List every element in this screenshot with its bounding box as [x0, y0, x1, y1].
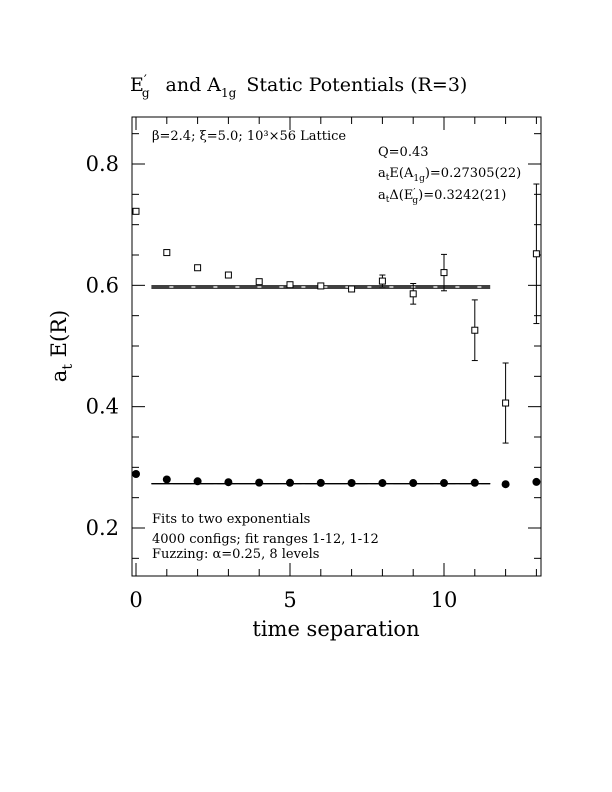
y-tick-label: 0.6 — [86, 273, 119, 297]
note-fuzzing: Fuzzing: α=0.25, 8 levels — [152, 547, 319, 562]
y-axis-label-base: a — [47, 370, 71, 383]
point-eg — [224, 271, 232, 279]
fit-gap-eg: atΔ(E′ g)=0.3242(21) — [378, 188, 506, 206]
lattice-info: β=2.4; ξ=5.0; 10³×56 Lattice — [152, 129, 346, 144]
y-axis-label-rest: E(R) — [47, 310, 71, 364]
y-tick-label: 0.2 — [86, 516, 119, 540]
fit-q-value: Q=0.43 — [378, 145, 429, 160]
title-rest: Static Potentials (R=3) — [246, 74, 467, 96]
title-and-text: and A — [166, 74, 222, 96]
x-tick-label: 5 — [283, 588, 296, 612]
point-a1g — [532, 477, 541, 486]
point-eg — [502, 399, 510, 407]
point-a1g — [378, 479, 387, 488]
point-eg — [317, 282, 325, 290]
point-eg — [440, 269, 448, 277]
x-tick-label: 10 — [431, 588, 458, 612]
y-tick-label: 0.4 — [86, 395, 119, 419]
point-eg — [378, 277, 386, 285]
note-fit-method: Fits to two exponentials — [152, 512, 310, 527]
point-a1g — [501, 480, 510, 489]
point-eg — [409, 290, 417, 298]
title-eg-sub: g — [142, 86, 150, 100]
y-axis-label: at E(R) — [47, 310, 76, 382]
point-a1g — [440, 479, 448, 488]
plot-frame — [131, 116, 542, 577]
axis-tick-labels: 0 5 10 0.2 0.4 0.6 0.8 — [86, 152, 458, 612]
point-eg — [532, 250, 540, 258]
title-eg-prime: ′ — [144, 73, 147, 88]
point-a1g — [316, 478, 325, 487]
y-axis-label-sub: t — [60, 364, 76, 370]
point-eg — [194, 264, 202, 272]
point-a1g — [132, 470, 140, 479]
axis-ticks — [132, 117, 541, 576]
y-tick-label: 0.8 — [86, 152, 119, 176]
point-a1g — [347, 478, 356, 487]
point-a1g — [255, 478, 264, 487]
point-a1g — [162, 475, 171, 484]
point-eg — [132, 207, 140, 215]
note-configs: 4000 configs; fit ranges 1-12, 1-12 — [152, 532, 379, 547]
x-tick-label: 0 — [129, 588, 142, 612]
point-eg — [255, 278, 263, 286]
point-eg — [348, 285, 356, 293]
title-eg-base: E — [130, 74, 144, 96]
point-eg — [471, 326, 479, 334]
point-a1g — [409, 479, 418, 488]
point-a1g — [224, 478, 233, 487]
point-a1g — [470, 478, 479, 487]
point-eg — [163, 249, 171, 257]
x-axis-label: time separation — [252, 617, 419, 641]
chart-title: E′ g and A1g Static Potentials (R=3) — [130, 73, 467, 100]
fit-energy-a1g: atE(A1g)=0.27305(22) — [378, 166, 521, 184]
title-a-sub: 1g — [221, 86, 237, 100]
point-eg — [286, 281, 294, 289]
data-points — [132, 183, 541, 489]
fit-lines — [151, 285, 491, 485]
point-a1g — [286, 478, 294, 487]
point-a1g — [193, 477, 202, 486]
